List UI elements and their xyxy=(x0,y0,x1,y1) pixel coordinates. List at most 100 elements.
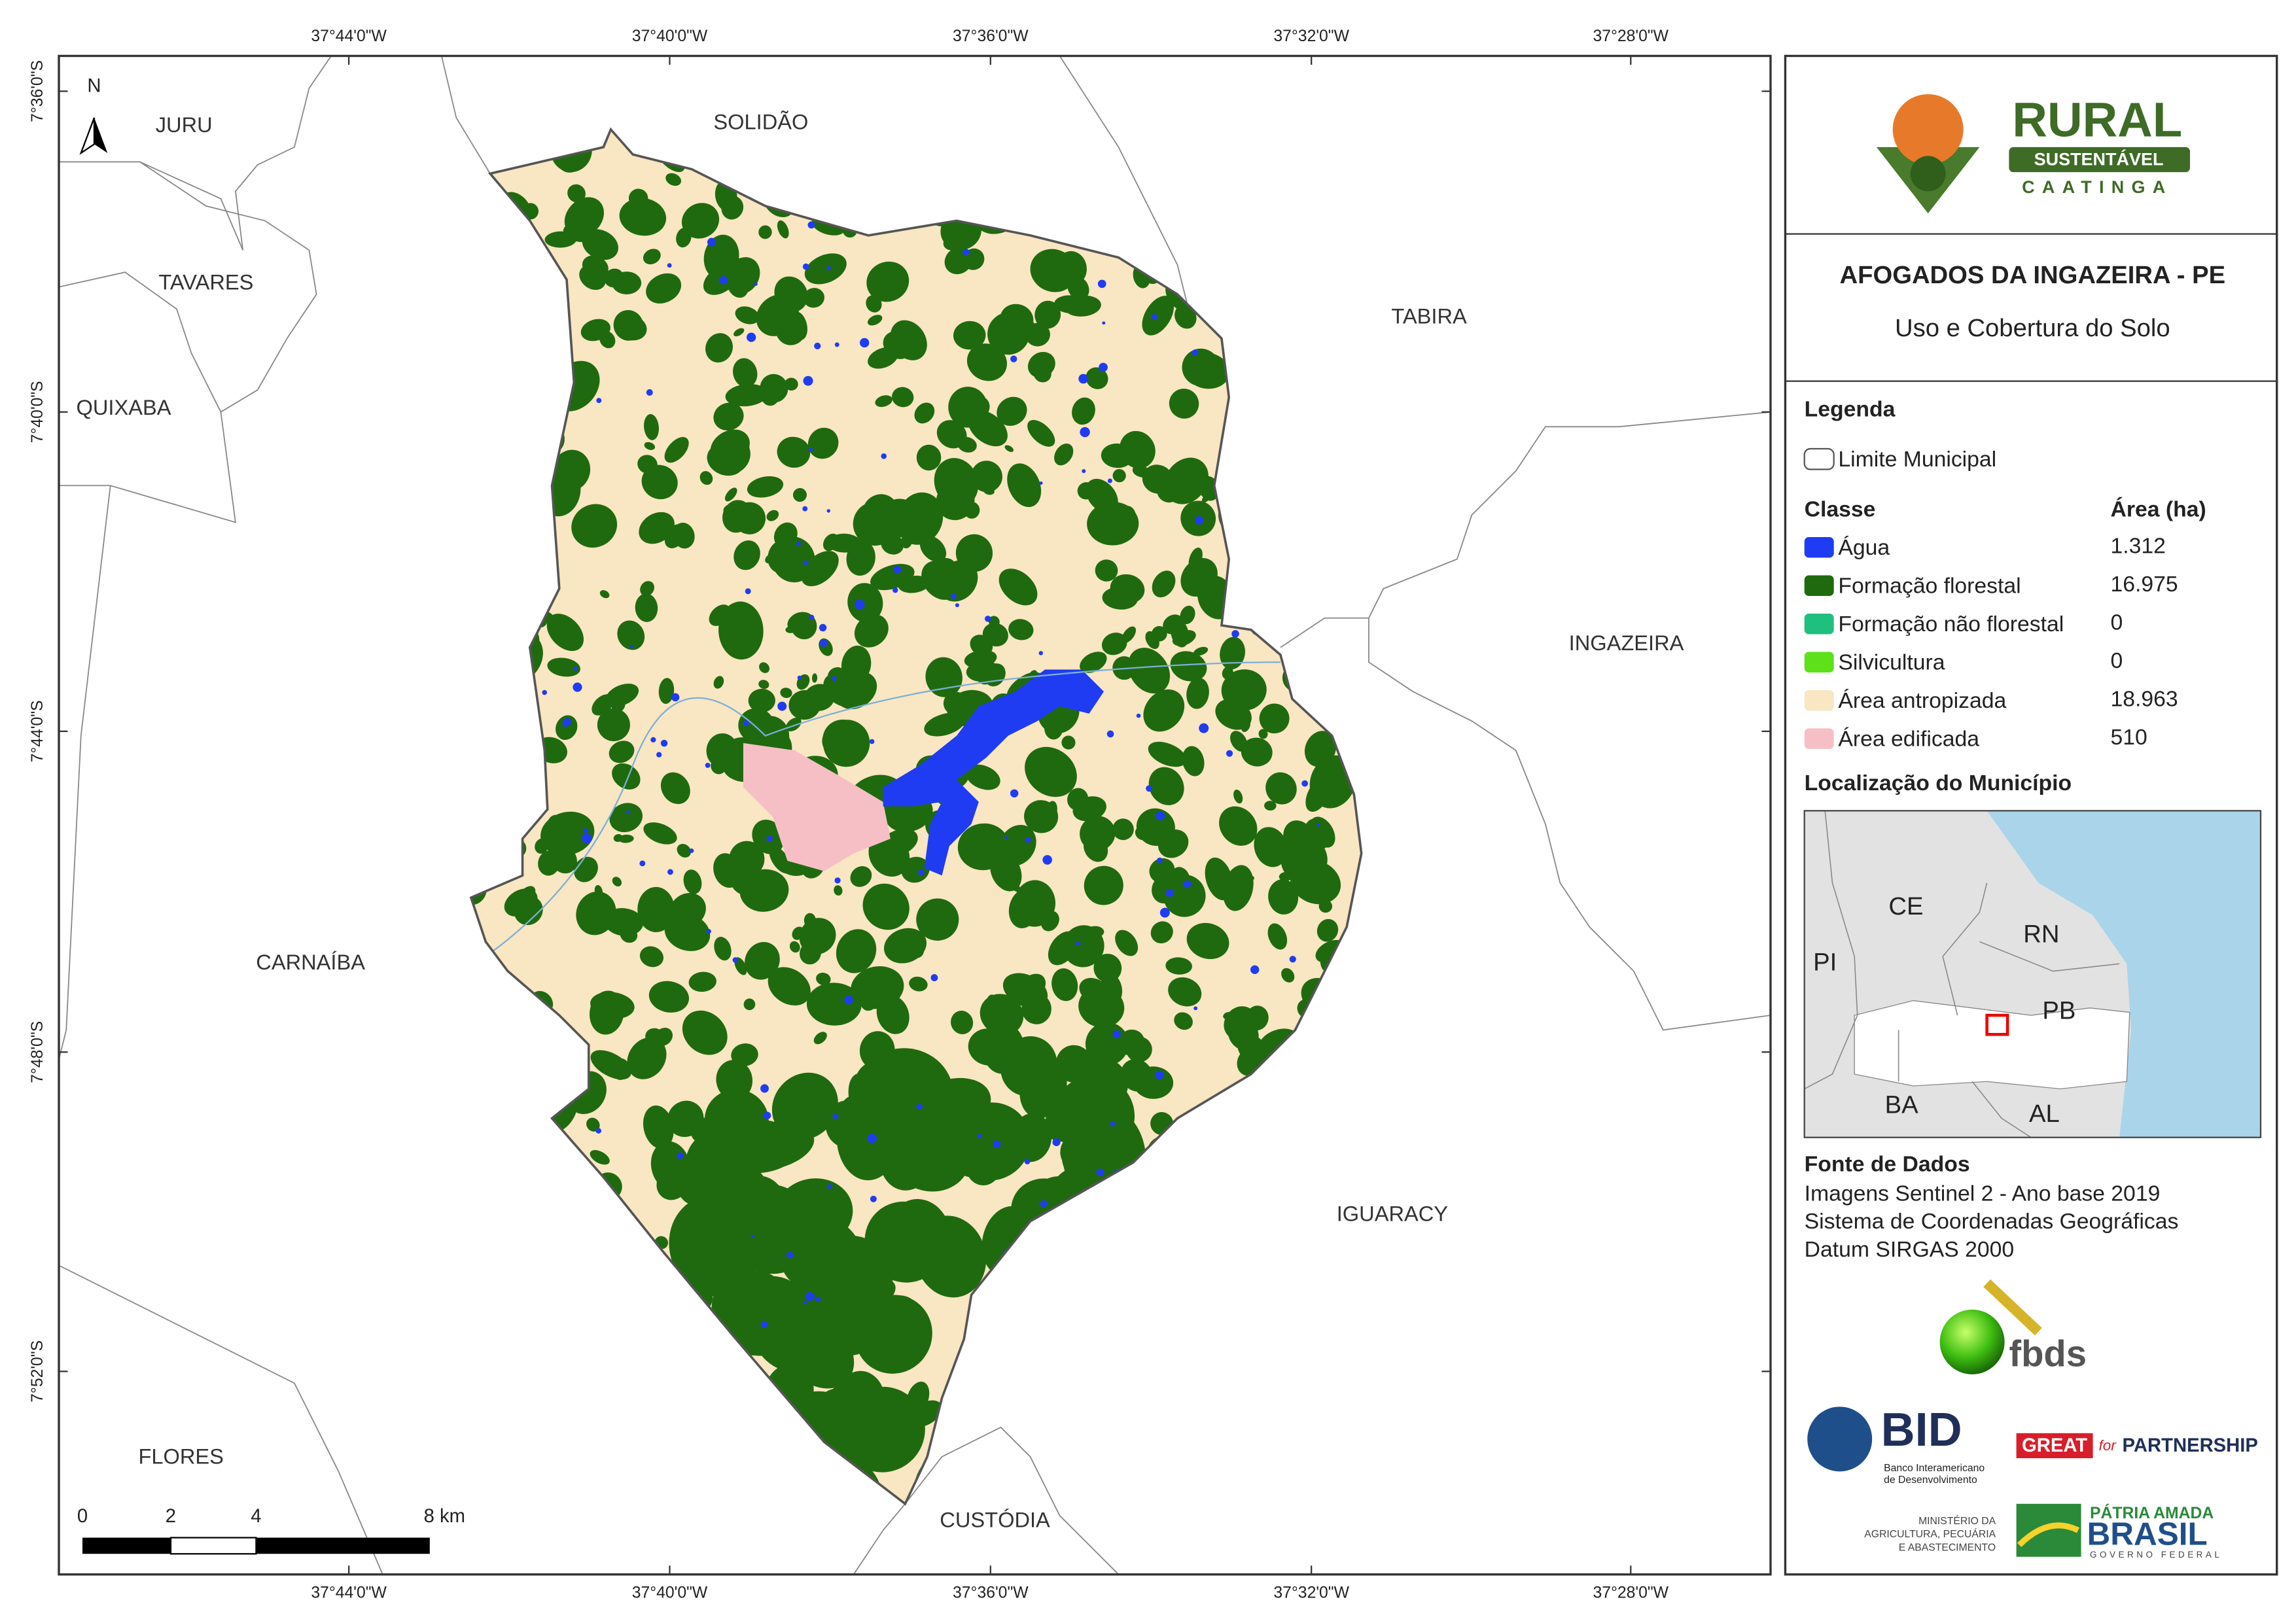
forest-patch xyxy=(1007,463,1042,508)
water-spot xyxy=(844,996,853,1005)
legend-class: Água xyxy=(1838,535,1890,560)
latitude-label: 7°44'0"S xyxy=(29,700,46,762)
forest-patch xyxy=(1143,689,1185,732)
forest-patch xyxy=(1237,1034,1267,1062)
water-spot xyxy=(1301,780,1309,787)
water-spot xyxy=(1151,313,1158,320)
forest-patch xyxy=(1054,295,1087,314)
boundary xyxy=(59,161,317,413)
forest-patch xyxy=(953,321,986,350)
place-label: INGAZEIRA xyxy=(1569,631,1684,655)
forest-patch xyxy=(836,929,877,973)
water-spot xyxy=(1025,837,1031,843)
scale-label: 2 xyxy=(166,1506,176,1527)
labels: 37°44'0"W 37°44'0"W 37°40'0"W 37°40'0"W 37°3… xyxy=(29,27,2258,1602)
forest-patch xyxy=(955,534,993,572)
forest-patch xyxy=(612,763,641,790)
forest-patch xyxy=(643,249,661,265)
water-spot xyxy=(667,263,672,268)
longitude-label: 37°28'0"W xyxy=(1593,1584,1669,1602)
forest-patch xyxy=(615,315,647,341)
forest-patch xyxy=(712,431,750,472)
water-spot xyxy=(689,848,694,853)
map-subtitle: Uso e Cobertura do Solo xyxy=(1895,314,2170,342)
longitude-label: 37°40'0"W xyxy=(632,27,708,45)
legend-area: 0 xyxy=(2111,648,2123,673)
water-spot xyxy=(719,276,728,285)
forest-patch xyxy=(823,720,870,767)
forest-patch xyxy=(1165,957,1192,975)
water-spot xyxy=(977,1134,982,1139)
forest-patch xyxy=(847,583,883,623)
forest-patch xyxy=(774,276,808,312)
scale-label: 0 xyxy=(77,1506,88,1527)
water-spot xyxy=(859,338,870,348)
forest-patch xyxy=(908,1400,942,1427)
forest-patch xyxy=(758,680,769,689)
latitude-label: 7°40'0"S xyxy=(29,381,46,443)
forest-patch xyxy=(644,442,656,450)
forest-patch xyxy=(1152,570,1176,598)
water-spot xyxy=(819,639,828,647)
forest-patch xyxy=(514,896,543,926)
water-spot xyxy=(963,249,970,256)
scale-bar xyxy=(82,1537,430,1555)
forest-patch xyxy=(801,551,839,587)
water-spot xyxy=(797,675,802,680)
forest-patch xyxy=(898,575,930,593)
forest-patch xyxy=(900,534,913,549)
ministry-line: MINISTÉRIO DA xyxy=(1918,1514,1996,1527)
forest-patch xyxy=(780,688,792,698)
forest-patch xyxy=(1169,389,1199,419)
forest-patch xyxy=(590,1150,610,1165)
forest-patch xyxy=(1241,719,1250,733)
forest-patch xyxy=(1055,1087,1087,1121)
forest-patch xyxy=(883,928,927,964)
sources-title: Fonte de Dados xyxy=(1805,1151,1970,1176)
water-spot xyxy=(1289,956,1296,963)
forest-patch xyxy=(641,464,678,500)
forest-patch xyxy=(966,343,1007,381)
water-spot xyxy=(993,1140,1001,1148)
forest-patch xyxy=(1157,829,1189,858)
water-spot xyxy=(815,1297,821,1302)
water-spot xyxy=(807,221,815,229)
forest-patch xyxy=(914,402,935,424)
boundary xyxy=(1368,618,1771,1031)
forest-patch xyxy=(924,712,966,737)
forest-patch xyxy=(1044,716,1063,740)
water-spot xyxy=(1112,1030,1121,1039)
water-spot xyxy=(1316,823,1320,827)
water-spot xyxy=(1082,469,1086,474)
forest-patch xyxy=(1259,703,1290,734)
forest-patch xyxy=(789,941,800,953)
forest-patch xyxy=(1000,304,1034,334)
latitude-label: 7°36'0"S xyxy=(29,60,46,122)
forest-patch xyxy=(998,568,1038,606)
water-spot xyxy=(1107,478,1112,483)
place-label: CUSTÓDIA xyxy=(940,1507,1050,1531)
logo-tree xyxy=(1910,156,1946,192)
forest-patch xyxy=(1254,827,1288,867)
water-spot xyxy=(751,1234,755,1238)
forest-patch xyxy=(1170,618,1189,648)
boundary xyxy=(59,56,332,251)
forest-patch xyxy=(590,1050,631,1080)
forest-patch xyxy=(867,315,883,326)
water-spot xyxy=(809,614,815,620)
fbds-ball xyxy=(1939,1309,2005,1374)
water-spot xyxy=(583,828,588,833)
logo-sun xyxy=(1892,94,1964,165)
forest-patch xyxy=(664,913,711,951)
forest-patch xyxy=(804,684,835,711)
water-spot xyxy=(826,509,830,513)
forest-patch xyxy=(1258,729,1268,739)
forest-patch xyxy=(816,972,831,986)
water-spot xyxy=(639,860,646,867)
forest-patch xyxy=(862,883,910,930)
inset-frame xyxy=(1803,810,2262,1138)
forest-patch xyxy=(892,387,914,408)
location-inset xyxy=(1804,811,2261,1138)
forest-patch xyxy=(645,1028,667,1048)
